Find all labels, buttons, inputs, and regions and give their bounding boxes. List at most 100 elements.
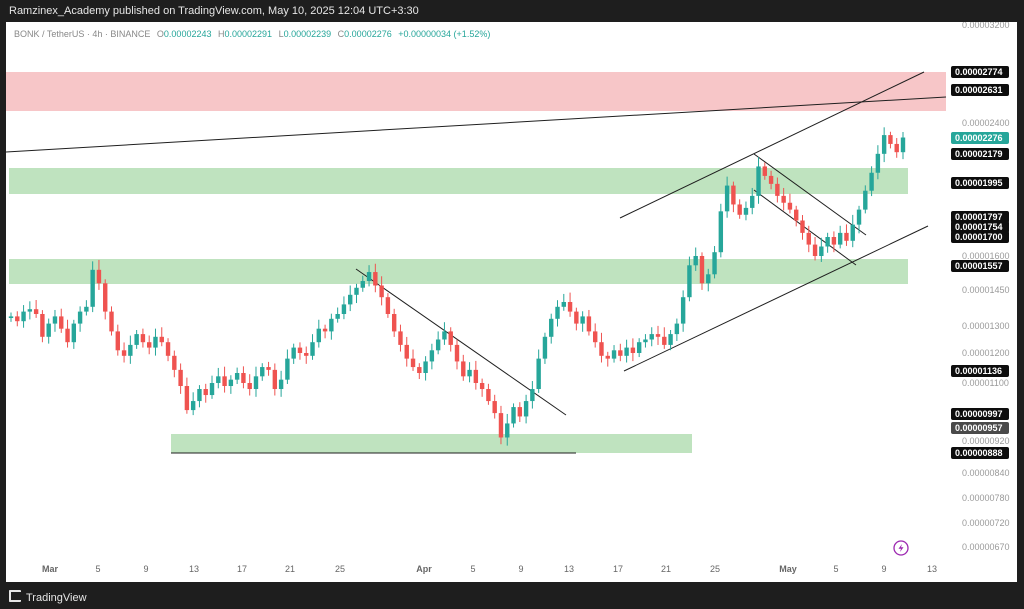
candle-body — [96, 269, 102, 284]
x-tick-label: 25 — [335, 564, 345, 574]
candle-body — [121, 350, 127, 356]
price-badge-label: 0.00001557 — [955, 261, 1003, 271]
price-badge-bg — [951, 260, 1009, 272]
candle-body — [794, 209, 799, 221]
candle-body — [253, 376, 259, 390]
candle-body — [863, 190, 868, 210]
candle-body — [209, 383, 215, 396]
price-badge: 0.00001136 — [951, 365, 1009, 377]
candle-body — [241, 373, 246, 383]
candle-body — [46, 323, 51, 337]
candle-body — [881, 135, 887, 154]
x-tick-label: May — [779, 564, 797, 574]
candle-body — [762, 166, 768, 176]
candle-body — [134, 334, 139, 345]
y-tick-label: 0.00001300 — [962, 321, 1010, 331]
candle-body — [580, 316, 585, 324]
candle-body — [850, 224, 855, 241]
x-tick-label: 9 — [143, 564, 148, 574]
support-zone-lower — [171, 434, 692, 453]
candle-body — [605, 355, 610, 359]
candle-body — [461, 361, 466, 377]
price-badges: 0.00002774 0.00002631 0.00002276 0.00002179… — [951, 66, 1009, 459]
price-badge: 0.00002774 — [951, 66, 1009, 78]
candle-body — [649, 334, 654, 340]
price-badge-label: 0.00001754 — [955, 222, 1003, 232]
candle-body — [404, 344, 409, 359]
candle-body — [322, 328, 328, 332]
price-badge-bg — [951, 177, 1009, 189]
candle-body — [837, 232, 843, 245]
change-value: +0.00000034 (+1.52%) — [398, 29, 491, 39]
candle-body — [348, 294, 353, 305]
candle-body — [643, 339, 648, 343]
x-tick-label: 9 — [518, 564, 523, 574]
candle-body — [775, 183, 780, 196]
brand-label: TradingView — [26, 592, 87, 604]
candle-body — [831, 237, 837, 245]
x-tick-label: 21 — [661, 564, 671, 574]
candle-body — [140, 334, 146, 343]
price-badge-label: 0.00001995 — [955, 178, 1003, 188]
price-badge-label: 0.00000997 — [955, 409, 1003, 419]
price-badge-bg — [951, 408, 1009, 420]
long-trendline[interactable] — [6, 96, 947, 153]
candle-body — [662, 336, 667, 345]
price-badge-bg — [951, 66, 1009, 78]
candle-body — [574, 311, 579, 324]
candle-body — [630, 347, 636, 353]
candles-group — [8, 127, 906, 446]
candle-body — [366, 272, 372, 282]
candle-body — [492, 401, 497, 414]
candle-body — [567, 302, 573, 312]
x-tick-label: 17 — [237, 564, 247, 574]
candle-body — [435, 339, 441, 351]
candle-body — [888, 135, 893, 144]
candle-body — [272, 369, 278, 390]
candle-body — [385, 297, 391, 314]
flag-upper-line[interactable] — [753, 153, 867, 236]
candle-body — [743, 207, 749, 215]
channel-bottom-line[interactable] — [623, 225, 929, 372]
candle-body — [84, 306, 89, 312]
candle-body — [542, 336, 548, 359]
candle-body — [655, 334, 661, 337]
candle-body — [128, 344, 133, 356]
candle-body — [90, 269, 95, 307]
channel-top-line[interactable] — [619, 71, 925, 219]
price-badge: 0.00001754 — [951, 221, 1009, 233]
candle-body — [285, 358, 290, 380]
x-tick-label: 5 — [833, 564, 838, 574]
candle-body — [448, 331, 453, 345]
candle-body — [768, 175, 774, 184]
chart-frame[interactable]: 0.00003200 0.00002400 0.00001600 0.00001450… — [6, 22, 1017, 582]
candle-body — [146, 342, 152, 348]
price-badge-label: 0.00002774 — [955, 67, 1003, 77]
candle-body — [316, 328, 322, 343]
alert-lightning-icon[interactable] — [893, 540, 909, 556]
chart-canvas[interactable]: 0.00003200 0.00002400 0.00001600 0.00001450… — [6, 22, 1017, 582]
price-badge-label: 0.00000957 — [955, 423, 1003, 433]
candle-body — [812, 244, 818, 256]
y-tick-label: 0.00001200 — [962, 348, 1010, 358]
candle-body — [360, 281, 365, 288]
candle-body — [825, 237, 830, 247]
candle-body — [52, 316, 58, 324]
candle-body — [373, 272, 378, 286]
price-badge-label: 0.00002276 — [955, 133, 1003, 143]
x-tick-label: 17 — [613, 564, 623, 574]
tradingview-logo[interactable]: TradingView — [9, 590, 87, 604]
candle-body — [844, 232, 849, 241]
candle-body — [800, 220, 805, 233]
candle-body — [379, 285, 384, 298]
support-zone-middle — [9, 259, 908, 284]
resistance-zone — [6, 72, 946, 111]
candle-body — [190, 401, 196, 411]
candle-body — [115, 331, 120, 351]
candle-body — [756, 166, 761, 196]
symbol-legend: BONK / TetherUS · 4h · BINANCE O0.000022… — [14, 29, 490, 39]
low-value: 0.00002239 — [283, 29, 332, 39]
candle-body — [266, 367, 271, 370]
flag-lower-line[interactable] — [753, 189, 857, 266]
y-tick-label: 0.00001100 — [962, 378, 1009, 388]
